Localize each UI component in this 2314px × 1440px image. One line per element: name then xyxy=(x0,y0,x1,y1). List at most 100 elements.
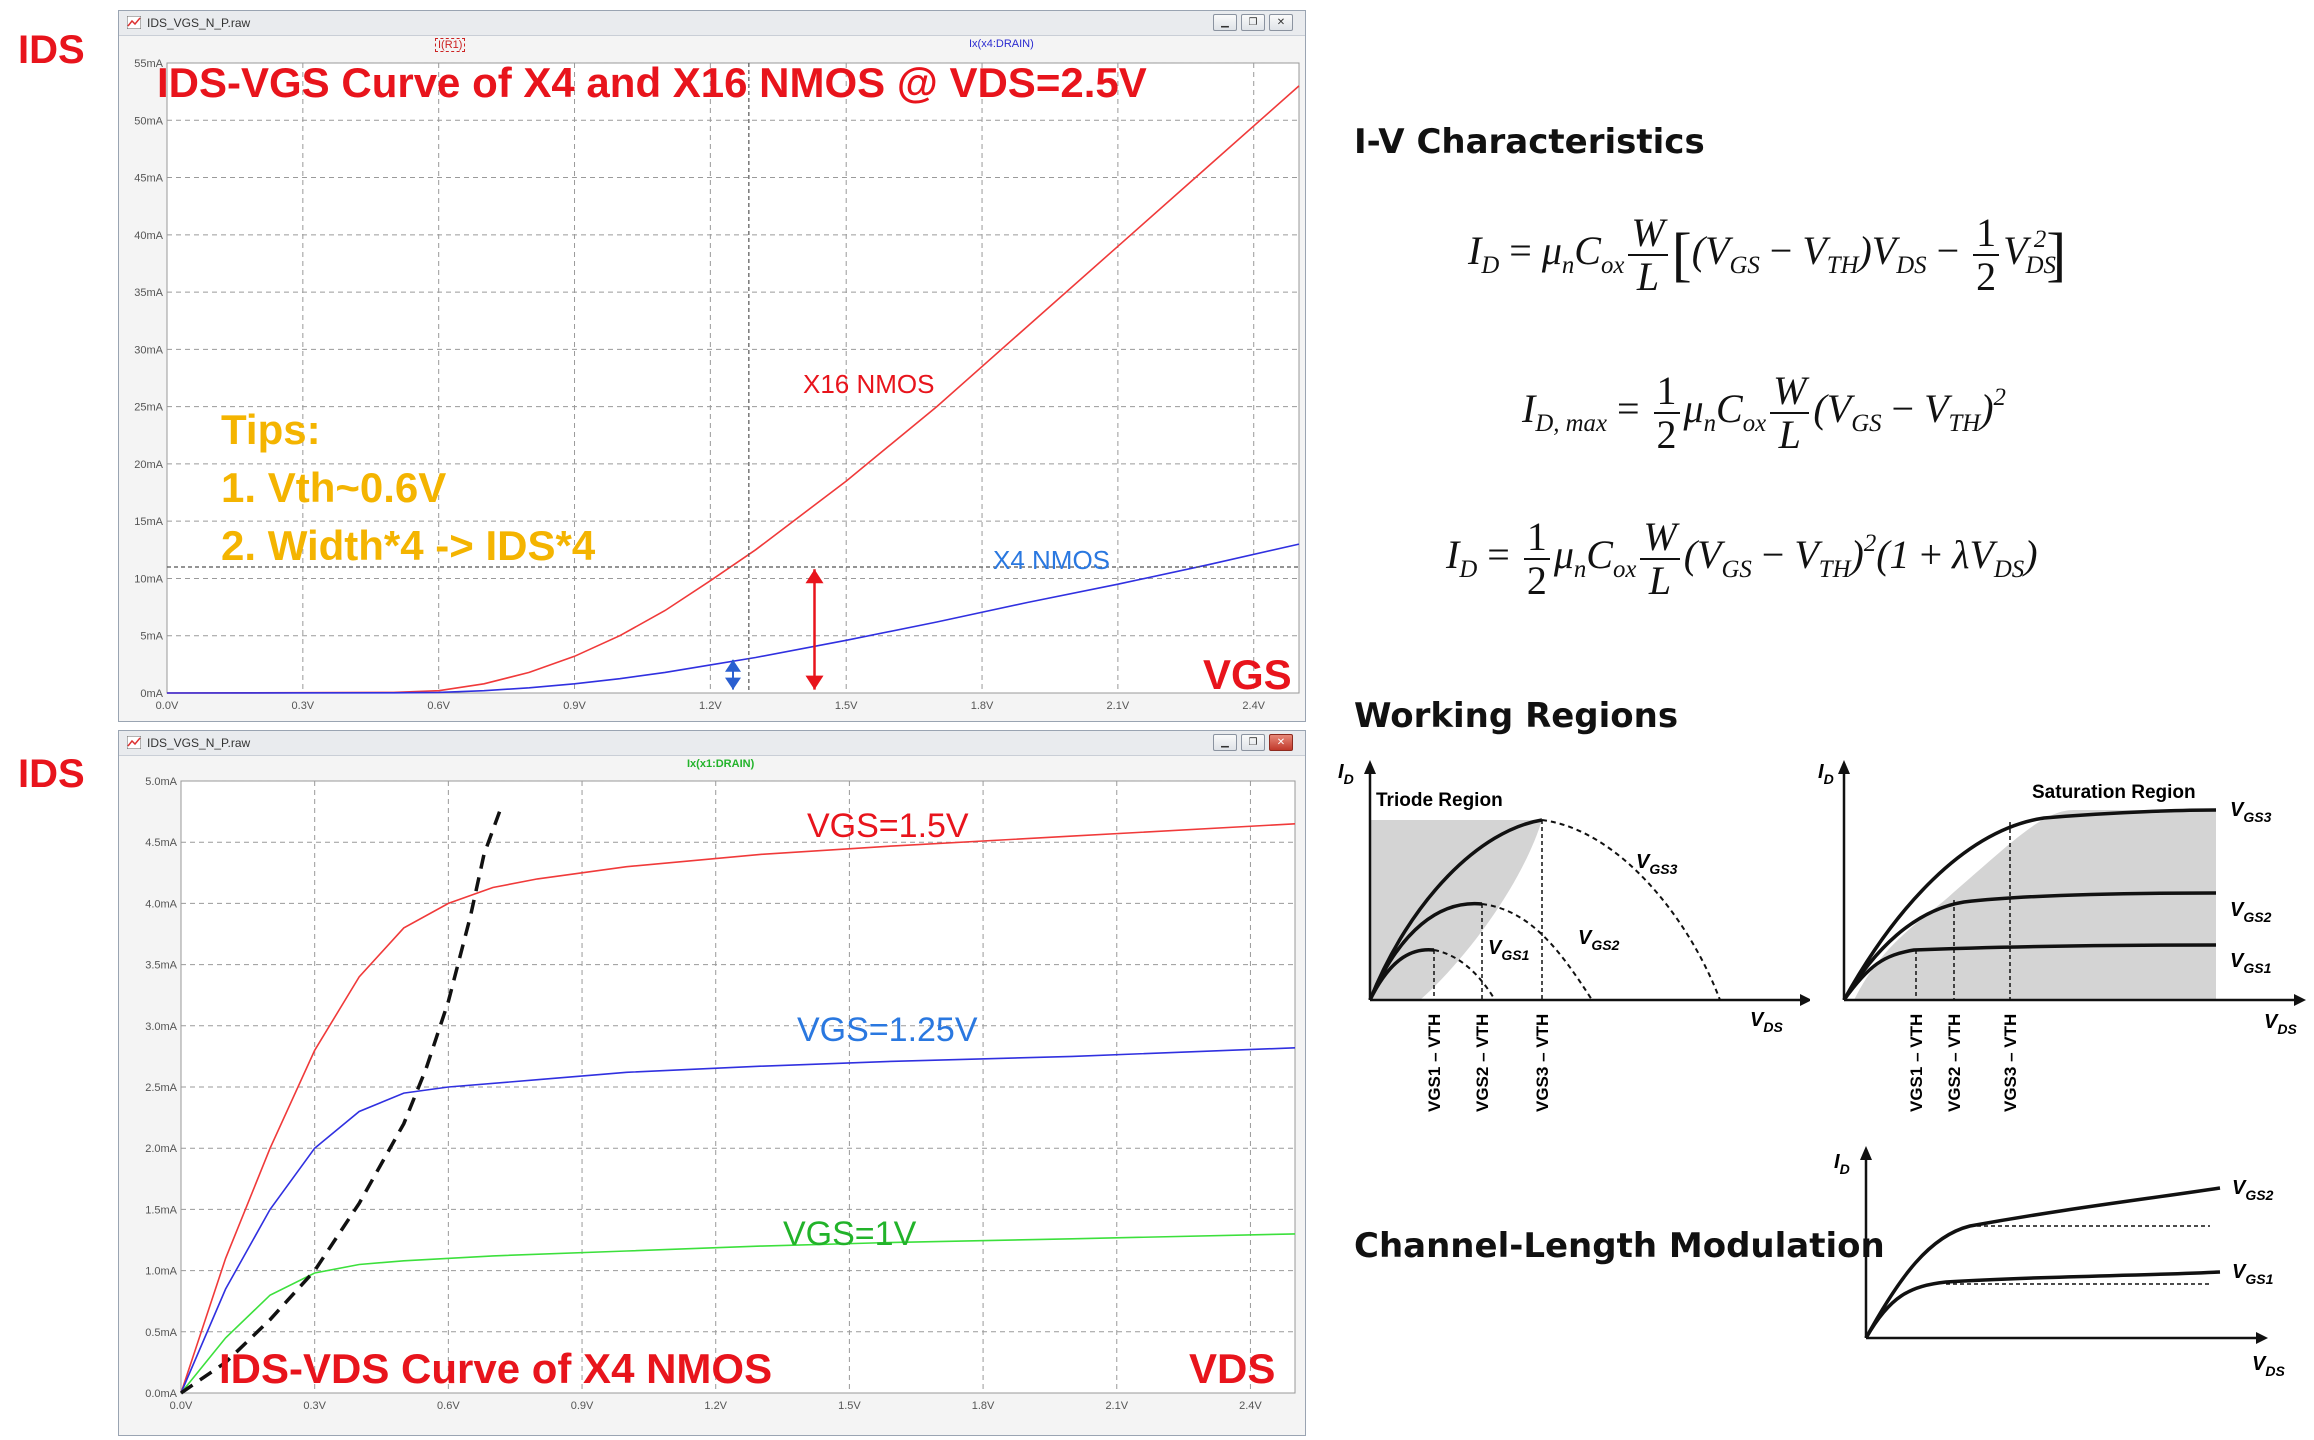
ids-vds-plot[interactable]: 0.0V 0.3V 0.6V 0.9V 1.2V 1.5V 1.8V 2.1V 2.4V 0.0m… xyxy=(119,771,1305,1435)
trace-label-x4-drain[interactable]: Ix(x4:DRAIN) xyxy=(969,38,1034,50)
x-tick-label: 0.9V xyxy=(563,700,586,712)
sat-tick-vgs1-vth: VGS1 – VTH xyxy=(1907,1014,1926,1112)
window-titlebar[interactable]: IDS_VGS_N_P.raw ▁ ❐ ✕ xyxy=(119,731,1305,756)
arrow-head xyxy=(805,569,824,584)
x-tick-label: 0.3V xyxy=(303,1400,326,1412)
y-tick-label: 25mA xyxy=(134,402,163,414)
series-line-0 xyxy=(180,823,1296,1394)
close-button[interactable]: ✕ xyxy=(1269,734,1293,751)
x-tick-label: 0.6V xyxy=(437,1400,460,1412)
minimize-button[interactable]: ▁ xyxy=(1213,14,1237,31)
equation-channel-length-modulation: ID = 1 2 μnCox W L (VGS − VTH)2(1 + λVDS) xyxy=(1446,514,2038,603)
saturation-region-label: Saturation Region xyxy=(2032,782,2196,803)
clm-diagram: ID VDS VGS2 VGS1 xyxy=(1834,1146,2285,1379)
ids-bottom-label: IDS xyxy=(18,752,85,796)
ids-top-label: IDS xyxy=(18,28,85,72)
trace-label-r1[interactable]: I(R1) xyxy=(435,38,466,52)
sat-id-axis-label: ID xyxy=(1818,761,1834,787)
y-tick-label: 3.0mA xyxy=(145,1021,177,1033)
sat-vgs3-label: VGS3 xyxy=(2230,799,2272,825)
trace-label-x1-drain[interactable]: Ix(x1:DRAIN) xyxy=(687,758,755,770)
clm-vds-axis-label: VDS xyxy=(2252,1353,2285,1379)
series-line-1 xyxy=(166,543,1300,694)
y-tick-label: 4.0mA xyxy=(145,898,177,910)
minimize-button[interactable]: ▁ xyxy=(1213,734,1237,751)
tips-box: Tips: 1. Vth~0.6V 2. Width*4 -> IDS*4 xyxy=(221,401,595,575)
series-line-1 xyxy=(180,1047,1296,1394)
x-tick-label: 0.6V xyxy=(427,700,450,712)
clm-curve-vgs1 xyxy=(1864,1270,2221,1339)
x-tick-label: 0.0V xyxy=(156,700,179,712)
x-tick-label: 2.1V xyxy=(1107,700,1130,712)
series-line-0 xyxy=(166,85,1300,694)
series-label-vgs-1-5: VGS=1.5V xyxy=(807,807,969,845)
tips-line-1: 1. Vth~0.6V xyxy=(221,464,447,511)
triode-region-label: Triode Region xyxy=(1376,790,1503,811)
sat-tick-vgs3-vth: VGS3 – VTH xyxy=(2001,1014,2020,1112)
clm-id-axis-label: ID xyxy=(1834,1151,1850,1177)
y-tick-label: 5.0mA xyxy=(145,776,177,788)
y-tick-label: 2.5mA xyxy=(145,1082,177,1094)
axis-name-vgs: VGS xyxy=(1203,651,1292,698)
waveform-window-vgs[interactable]: IDS_VGS_N_P.raw ▁ ❐ ✕ I(R1) Ix(x4:DRAIN)… xyxy=(118,10,1306,722)
waveform-app-icon xyxy=(127,736,141,749)
axis-name-vds: VDS xyxy=(1189,1345,1276,1392)
sat-vds-axis-label: VDS xyxy=(2264,1011,2297,1037)
window-titlebar[interactable]: IDS_VGS_N_P.raw ▁ ❐ ✕ xyxy=(119,11,1305,36)
heading-working-regions: Working Regions xyxy=(1354,696,1679,736)
triode-id-axis-label: ID xyxy=(1338,761,1354,787)
heading-channel-length-modulation: Channel-Length Modulation xyxy=(1354,1226,1885,1266)
chart-title-ids-vds: IDS-VDS Curve of X4 NMOS xyxy=(219,1345,773,1392)
waveform-app-icon xyxy=(127,16,141,29)
close-button[interactable]: ✕ xyxy=(1269,14,1293,31)
y-tick-label: 0.0mA xyxy=(145,1388,177,1400)
arrow-head xyxy=(725,677,741,690)
x-tick-label: 2.1V xyxy=(1105,1400,1128,1412)
sat-curve-vgs2 xyxy=(1842,891,2217,1001)
tips-title: Tips: xyxy=(221,406,321,453)
ids-vgs-plot[interactable]: 0.0V 0.3V 0.6V 0.9V 1.2V 1.5V 1.8V 2.1V 2.4V 0mA 5… xyxy=(119,51,1305,721)
restore-button[interactable]: ❐ xyxy=(1241,14,1265,31)
arrow-head xyxy=(805,675,824,690)
x-tick-label: 1.8V xyxy=(972,1400,995,1412)
sat-tick-vgs2-vth: VGS2 – VTH xyxy=(1945,1014,1964,1112)
curve-vgs2 xyxy=(1368,901,1483,1001)
chart-title-ids-vgs: IDS-VGS Curve of X4 and X16 NMOS @ VDS=2… xyxy=(157,59,1147,106)
clm-vgs2-label: VGS2 xyxy=(2232,1177,2274,1203)
waveform-window-vds[interactable]: IDS_VGS_N_P.raw ▁ ❐ ✕ Ix(x1:DRAIN) 0.0V 0… xyxy=(118,730,1306,1436)
tips-line-2: 2. Width*4 -> IDS*4 xyxy=(221,522,596,569)
y-tick-label: 5mA xyxy=(140,631,163,643)
x-tick-label: 2.4V xyxy=(1242,700,1265,712)
saturation-boundary-dashed-curve xyxy=(180,804,504,1395)
restore-button[interactable]: ❐ xyxy=(1241,734,1265,751)
sat-vgs2-label: VGS2 xyxy=(2230,899,2272,925)
window-title: IDS_VGS_N_P.raw xyxy=(147,736,251,750)
y-tick-label: 0mA xyxy=(140,688,163,700)
x-tick-label: 1.5V xyxy=(838,1400,861,1412)
triode-vgs1-label: VGS1 xyxy=(1488,937,1530,963)
y-tick-label: 3.5mA xyxy=(145,960,177,972)
triode-tick-vgs2-vth: VGS2 – VTH xyxy=(1473,1014,1492,1112)
saturation-region-diagram: ID VDS Saturation Region VGS3 VGS2 VGS1 … xyxy=(1818,760,2306,1112)
y-tick-label: 0.5mA xyxy=(145,1327,177,1339)
heading-iv-characteristics: I-V Characteristics xyxy=(1354,122,1705,162)
x-tick-label: 1.8V xyxy=(971,700,994,712)
curve-vgs1 xyxy=(1368,947,1435,1001)
y-tick-label: 35mA xyxy=(134,287,163,299)
x-tick-label: 1.2V xyxy=(699,700,722,712)
window-title: IDS_VGS_N_P.raw xyxy=(147,16,251,30)
series-label-x4-nmos: X4 NMOS xyxy=(993,545,1111,575)
triode-vgs3-label: VGS3 xyxy=(1636,851,1678,877)
x-tick-label: 0.0V xyxy=(170,1400,193,1412)
sat-vgs1-label: VGS1 xyxy=(2230,950,2272,976)
x-tick-label: 0.3V xyxy=(292,700,315,712)
triode-shaded-area xyxy=(1370,820,1542,1000)
triode-vds-axis-label: VDS xyxy=(1750,1009,1783,1035)
series-label-vgs-1-25: VGS=1.25V xyxy=(797,1011,978,1049)
y-tick-label: 55mA xyxy=(134,58,163,70)
y-tick-label: 1.0mA xyxy=(145,1266,177,1278)
plot-area[interactable] xyxy=(166,62,1300,694)
y-tick-label: 20mA xyxy=(134,459,163,471)
clm-vgs1-label: VGS1 xyxy=(2232,1261,2274,1287)
triode-tick-vgs1-vth: VGS1 – VTH xyxy=(1425,1014,1444,1112)
